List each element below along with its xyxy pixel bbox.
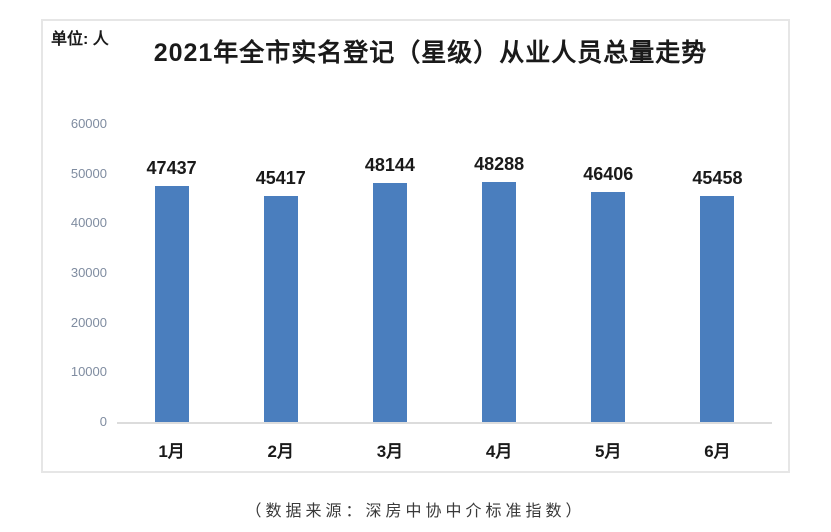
bar-value-label: 47437 (146, 158, 197, 179)
plot-area: 47437 45417 48144 48288 46406 45458 (117, 124, 772, 422)
y-axis: 0 10000 20000 30000 40000 50000 60000 (43, 116, 107, 429)
x-tick-label: 5月 (595, 442, 622, 461)
bar (154, 186, 189, 422)
x-tick-label: 3月 (376, 442, 404, 461)
bar (700, 196, 735, 422)
unit-label: 单位: 人 (51, 31, 109, 48)
x-axis-line (117, 422, 772, 424)
y-tick-label: 10000 (70, 364, 107, 380)
bar-column: 48288 (445, 124, 554, 422)
bar (263, 196, 298, 422)
chart-container: 单位: 人 2021年全市实名登记（星级）从业人员总量走势 0 10000 2000… (41, 19, 790, 473)
y-tick-label: 0 (99, 414, 107, 429)
bar-column: 45458 (663, 124, 772, 422)
chart-title: 2021年全市实名登记（星级）从业人员总量走势 (153, 39, 708, 67)
source-caption: （数据来源：深房中协中介标准指数） (245, 503, 586, 520)
bar (482, 182, 517, 422)
bar-column: 45417 (226, 124, 335, 422)
bar (591, 191, 626, 422)
x-tick-label: 4月 (485, 442, 513, 461)
bar-value-label: 46406 (583, 163, 634, 184)
bar (372, 182, 407, 422)
bar-column: 47437 (117, 124, 226, 422)
x-tick-label: 2月 (267, 442, 294, 461)
bar-column: 48144 (335, 124, 444, 422)
x-tick-label: 6月 (704, 442, 731, 461)
bar-value-label: 48144 (364, 154, 415, 175)
y-tick-label: 30000 (70, 265, 107, 280)
y-tick-label: 40000 (70, 215, 107, 231)
bar-column: 46406 (554, 124, 663, 422)
bar-value-label: 45417 (255, 168, 306, 189)
x-tick-label: 1月 (158, 442, 185, 461)
bar-value-label: 48288 (474, 154, 525, 175)
bar-value-label: 45458 (692, 168, 743, 189)
y-tick-label: 60000 (70, 116, 107, 131)
x-axis: 1月 2月 3月 4月 5月 6月 (117, 437, 772, 462)
y-tick-label: 50000 (70, 165, 107, 181)
y-tick-label: 20000 (70, 314, 107, 330)
